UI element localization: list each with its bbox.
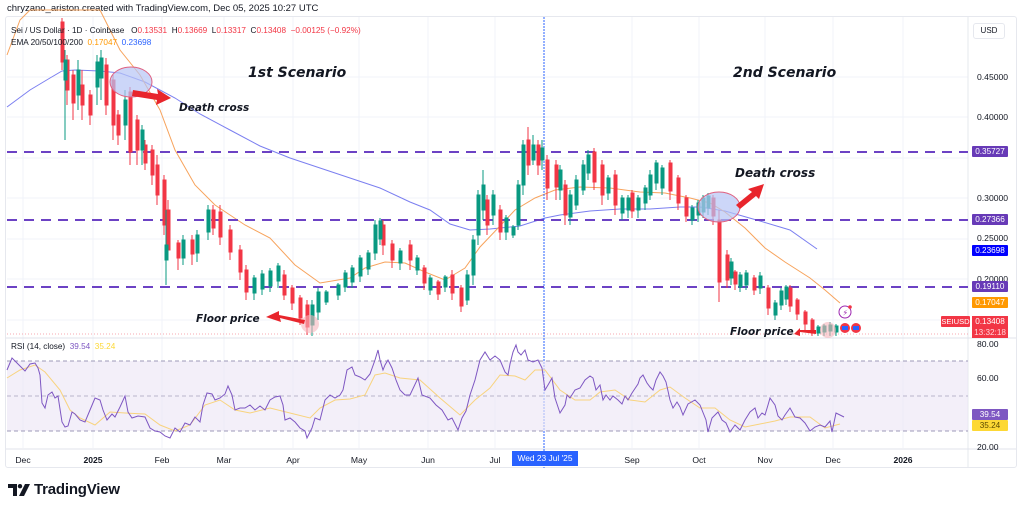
- close-value: 0.13408: [256, 26, 287, 35]
- time-label: Apr: [286, 455, 300, 465]
- scenario-2-label: 2nd Scenario: [733, 65, 837, 81]
- scenario-1-label: 1st Scenario: [248, 65, 347, 81]
- level-tag-0.19110: 0.19110: [972, 281, 1008, 292]
- price-tick: 0.30000: [977, 193, 1009, 203]
- time-label: Dec: [825, 455, 841, 465]
- change-value: −0.00125 (−0.92%): [290, 26, 361, 35]
- open-value: 0.13531: [137, 26, 168, 35]
- rsi-label[interactable]: RSI (14, close): [11, 342, 66, 351]
- brand-name: TradingView: [34, 481, 120, 498]
- rsi-value: 39.54: [69, 342, 91, 351]
- symbol-tag: SEIUSD: [941, 316, 970, 327]
- time-label: Dec: [15, 455, 31, 465]
- level-tag-0.35727: 0.35727: [972, 146, 1008, 157]
- death-cross-ellipse-1: [109, 66, 153, 98]
- currency-button[interactable]: USD: [973, 23, 1005, 39]
- last-price-value: 0.13408: [975, 317, 1005, 326]
- time-label: Mar: [216, 455, 232, 465]
- rsi-tick: 80.00: [977, 339, 999, 349]
- tradingview-logo-icon: [8, 483, 30, 496]
- svg-text:⚡: ⚡: [843, 309, 849, 318]
- ema200-tag: 0.23698: [972, 245, 1008, 256]
- crosshair-date-label: Wed 23 Jul '25: [512, 451, 578, 466]
- rsi-tick: 60.00: [977, 373, 999, 383]
- price-tick: 0.45000: [977, 72, 1009, 82]
- rsi-value-tag: 39.54: [972, 409, 1008, 420]
- time-label: Oct: [692, 455, 706, 465]
- time-label: Nov: [757, 455, 773, 465]
- ema200-value: 0.23698: [121, 38, 152, 47]
- floor-highlight-1: [301, 315, 319, 333]
- time-label: Jun: [421, 455, 435, 465]
- rsi-tick: 20.00: [977, 442, 999, 452]
- symbol-title[interactable]: Sei / US Dollar · 1D · Coinbase: [11, 26, 125, 35]
- floor-highlight-2: [820, 322, 836, 338]
- time-label: 2026: [893, 455, 913, 465]
- candles: [60, 18, 839, 336]
- low-value: 0.13317: [216, 26, 246, 35]
- price-tick: 0.25000: [977, 233, 1009, 243]
- bar-countdown: 13:32:18: [974, 328, 1006, 337]
- ema-label[interactable]: EMA 20/50/100/200: [11, 38, 83, 47]
- rsi-legend[interactable]: RSI (14, close) 39.54 35.24: [11, 342, 115, 351]
- death-cross-label-1: Death cross: [179, 102, 250, 114]
- time-label: Feb: [154, 455, 170, 465]
- ema50-line: [6, 9, 841, 304]
- ema50-tag: 0.17047: [972, 297, 1008, 308]
- annotation-arrows: [132, 89, 816, 336]
- rsi-ma-value: 35.24: [94, 342, 116, 351]
- last-price-tag: 0.13408 13:32:18: [972, 316, 1008, 338]
- symbol-legend[interactable]: Sei / US Dollar · 1D · Coinbase O0.13531…: [11, 26, 361, 47]
- high-value: 0.13669: [177, 26, 208, 35]
- floor-price-label-1: Floor price: [196, 313, 260, 325]
- rsi-pane: [6, 343, 968, 440]
- level-tag-0.27366: 0.27366: [972, 214, 1008, 225]
- price-tick: 0.20000: [977, 274, 1009, 284]
- time-label: Jul: [489, 455, 501, 465]
- chart-frame: [5, 16, 1017, 468]
- alert-lightning-icon[interactable]: [838, 305, 852, 319]
- time-label: Sep: [624, 455, 640, 465]
- ema50-value: 0.17047: [87, 38, 118, 47]
- tradingview-logo[interactable]: TradingView: [8, 481, 120, 498]
- time-label: May: [350, 455, 368, 465]
- price-tick: 0.40000: [977, 112, 1009, 122]
- death-cross-ellipse-2: [697, 191, 741, 223]
- death-cross-label-2: Death cross: [735, 166, 816, 180]
- floor-price-label-2: Floor price: [730, 326, 794, 338]
- chart-credit: chryzano_ariston created with TradingVie…: [7, 3, 319, 14]
- time-label: 2025: [83, 455, 103, 465]
- rsi-ma-tag: 35.24: [972, 420, 1008, 431]
